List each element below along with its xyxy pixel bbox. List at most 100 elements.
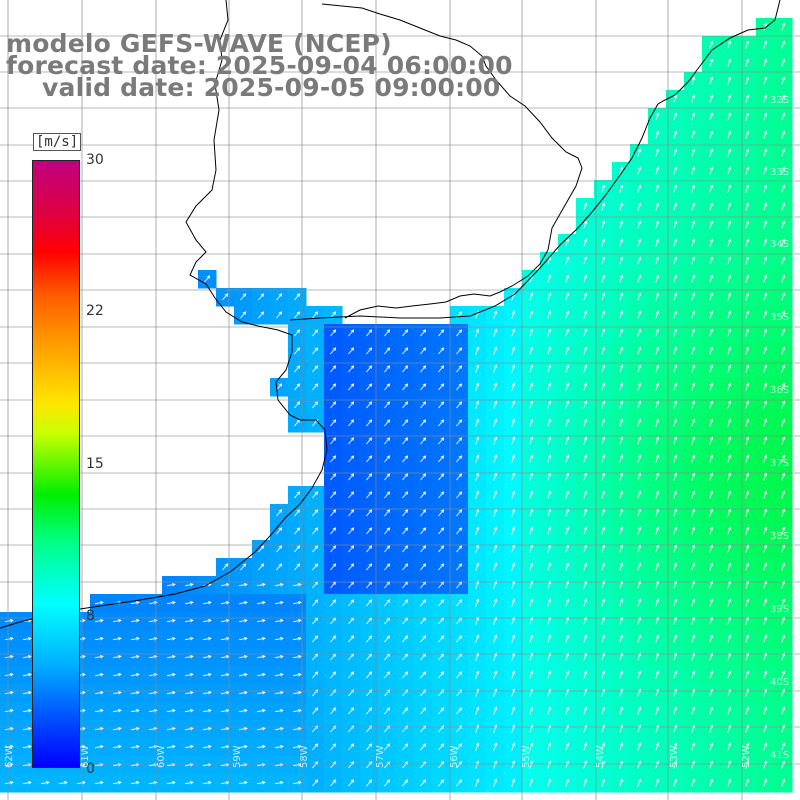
lat-label: 40S [770, 677, 790, 688]
wind-arrow [276, 545, 283, 553]
wind-arrow [529, 436, 534, 445]
wind-arrow [619, 418, 624, 427]
wind-arrow [619, 436, 624, 445]
wind-arrow [637, 436, 642, 445]
wind-arrow [292, 690, 302, 695]
wind-arrow [619, 634, 624, 643]
wind-arrow [330, 491, 337, 499]
wind-arrow [637, 400, 642, 409]
wind-arrow [493, 562, 498, 571]
wind-arrow [312, 707, 319, 715]
wind-arrow [763, 634, 768, 643]
wind-arrow [330, 347, 337, 355]
wind-arrow [238, 708, 248, 713]
wind-arrow [274, 618, 284, 623]
wind-arrow [745, 364, 750, 373]
wind-arrow [619, 310, 624, 319]
wind-arrow [529, 742, 534, 751]
wind-arrow [583, 490, 588, 499]
wind-arrow [456, 455, 463, 463]
wind-arrow [547, 634, 552, 643]
wind-arrow [673, 418, 678, 427]
wind-arrow [402, 635, 409, 643]
wind-arrow [294, 563, 301, 571]
wind-arrow [384, 347, 391, 355]
wind-arrow [312, 671, 319, 679]
wind-arrow [294, 401, 301, 409]
wind-arrow [529, 778, 534, 787]
wind-arrow [637, 166, 642, 175]
wind-arrow [727, 166, 732, 175]
wind-arrow [763, 400, 768, 409]
wind-arrow [583, 220, 588, 229]
wind-arrow [529, 670, 534, 679]
wind-arrow [112, 744, 122, 749]
wind-arrow [330, 437, 337, 445]
wind-arrow [655, 418, 660, 427]
wind-arrow [222, 563, 229, 571]
wind-arrow [763, 76, 768, 85]
wind-arrow [256, 654, 266, 659]
lat-label: 35S [770, 312, 790, 323]
wind-arrow [781, 256, 786, 265]
wind-arrow [745, 238, 750, 247]
wind-arrow [691, 274, 696, 283]
wind-arrow [673, 760, 678, 769]
wind-arrow [619, 760, 624, 769]
wind-arrow [202, 654, 212, 659]
wind-arrow [330, 599, 337, 607]
wind-arrow [420, 743, 427, 751]
wind-arrow [601, 292, 606, 301]
wind-arrow [94, 690, 104, 695]
lat-label: 34S [770, 239, 790, 250]
wind-arrow [655, 220, 660, 229]
wind-arrow [420, 509, 427, 517]
wind-arrow [583, 526, 588, 535]
wind-arrow [238, 618, 248, 623]
wind-arrow [76, 780, 86, 785]
wind-arrow [637, 364, 642, 373]
wind-arrow [763, 778, 768, 787]
wind-arrow [691, 526, 696, 535]
wind-arrow [727, 58, 732, 67]
wind-arrow [312, 599, 319, 607]
wind-arrow [727, 418, 732, 427]
wind-arrow [184, 744, 194, 749]
wind-arrow [709, 328, 714, 337]
wind-arrow [781, 670, 786, 679]
wind-arrow [438, 419, 445, 427]
wind-arrow [691, 364, 696, 373]
wind-arrow [619, 364, 624, 373]
wind-arrow [384, 383, 391, 391]
wind-arrow [238, 672, 248, 677]
wind-arrow [583, 382, 588, 391]
wind-arrow [511, 742, 516, 751]
wind-arrow [619, 670, 624, 679]
wind-arrow [511, 706, 516, 715]
wind-arrow [294, 383, 301, 391]
wind-arrow [673, 292, 678, 301]
wind-arrow [655, 328, 660, 337]
wind-arrow [745, 40, 750, 49]
wind-arrow [22, 708, 32, 713]
wind-arrow [709, 670, 714, 679]
wind-arrow [601, 778, 606, 787]
wind-arrow [238, 690, 248, 695]
wind-arrow [366, 509, 373, 517]
wind-arrow [529, 328, 534, 337]
wind-arrow [655, 274, 660, 283]
wind-arrow [601, 742, 606, 751]
wind-arrow [438, 599, 445, 607]
wind-arrow [274, 744, 284, 749]
wind-arrow [402, 527, 409, 535]
wind-arrow [166, 618, 176, 623]
wind-arrow [709, 454, 714, 463]
wind-arrow [330, 743, 337, 751]
colorbar-unit: [m/s] [33, 133, 82, 151]
wind-arrow [511, 328, 516, 337]
wind-arrow [348, 437, 355, 445]
wind-arrow [781, 202, 786, 211]
wind-arrow [420, 401, 427, 409]
wind-arrow [529, 760, 534, 769]
lon-label: 55W [521, 745, 532, 768]
